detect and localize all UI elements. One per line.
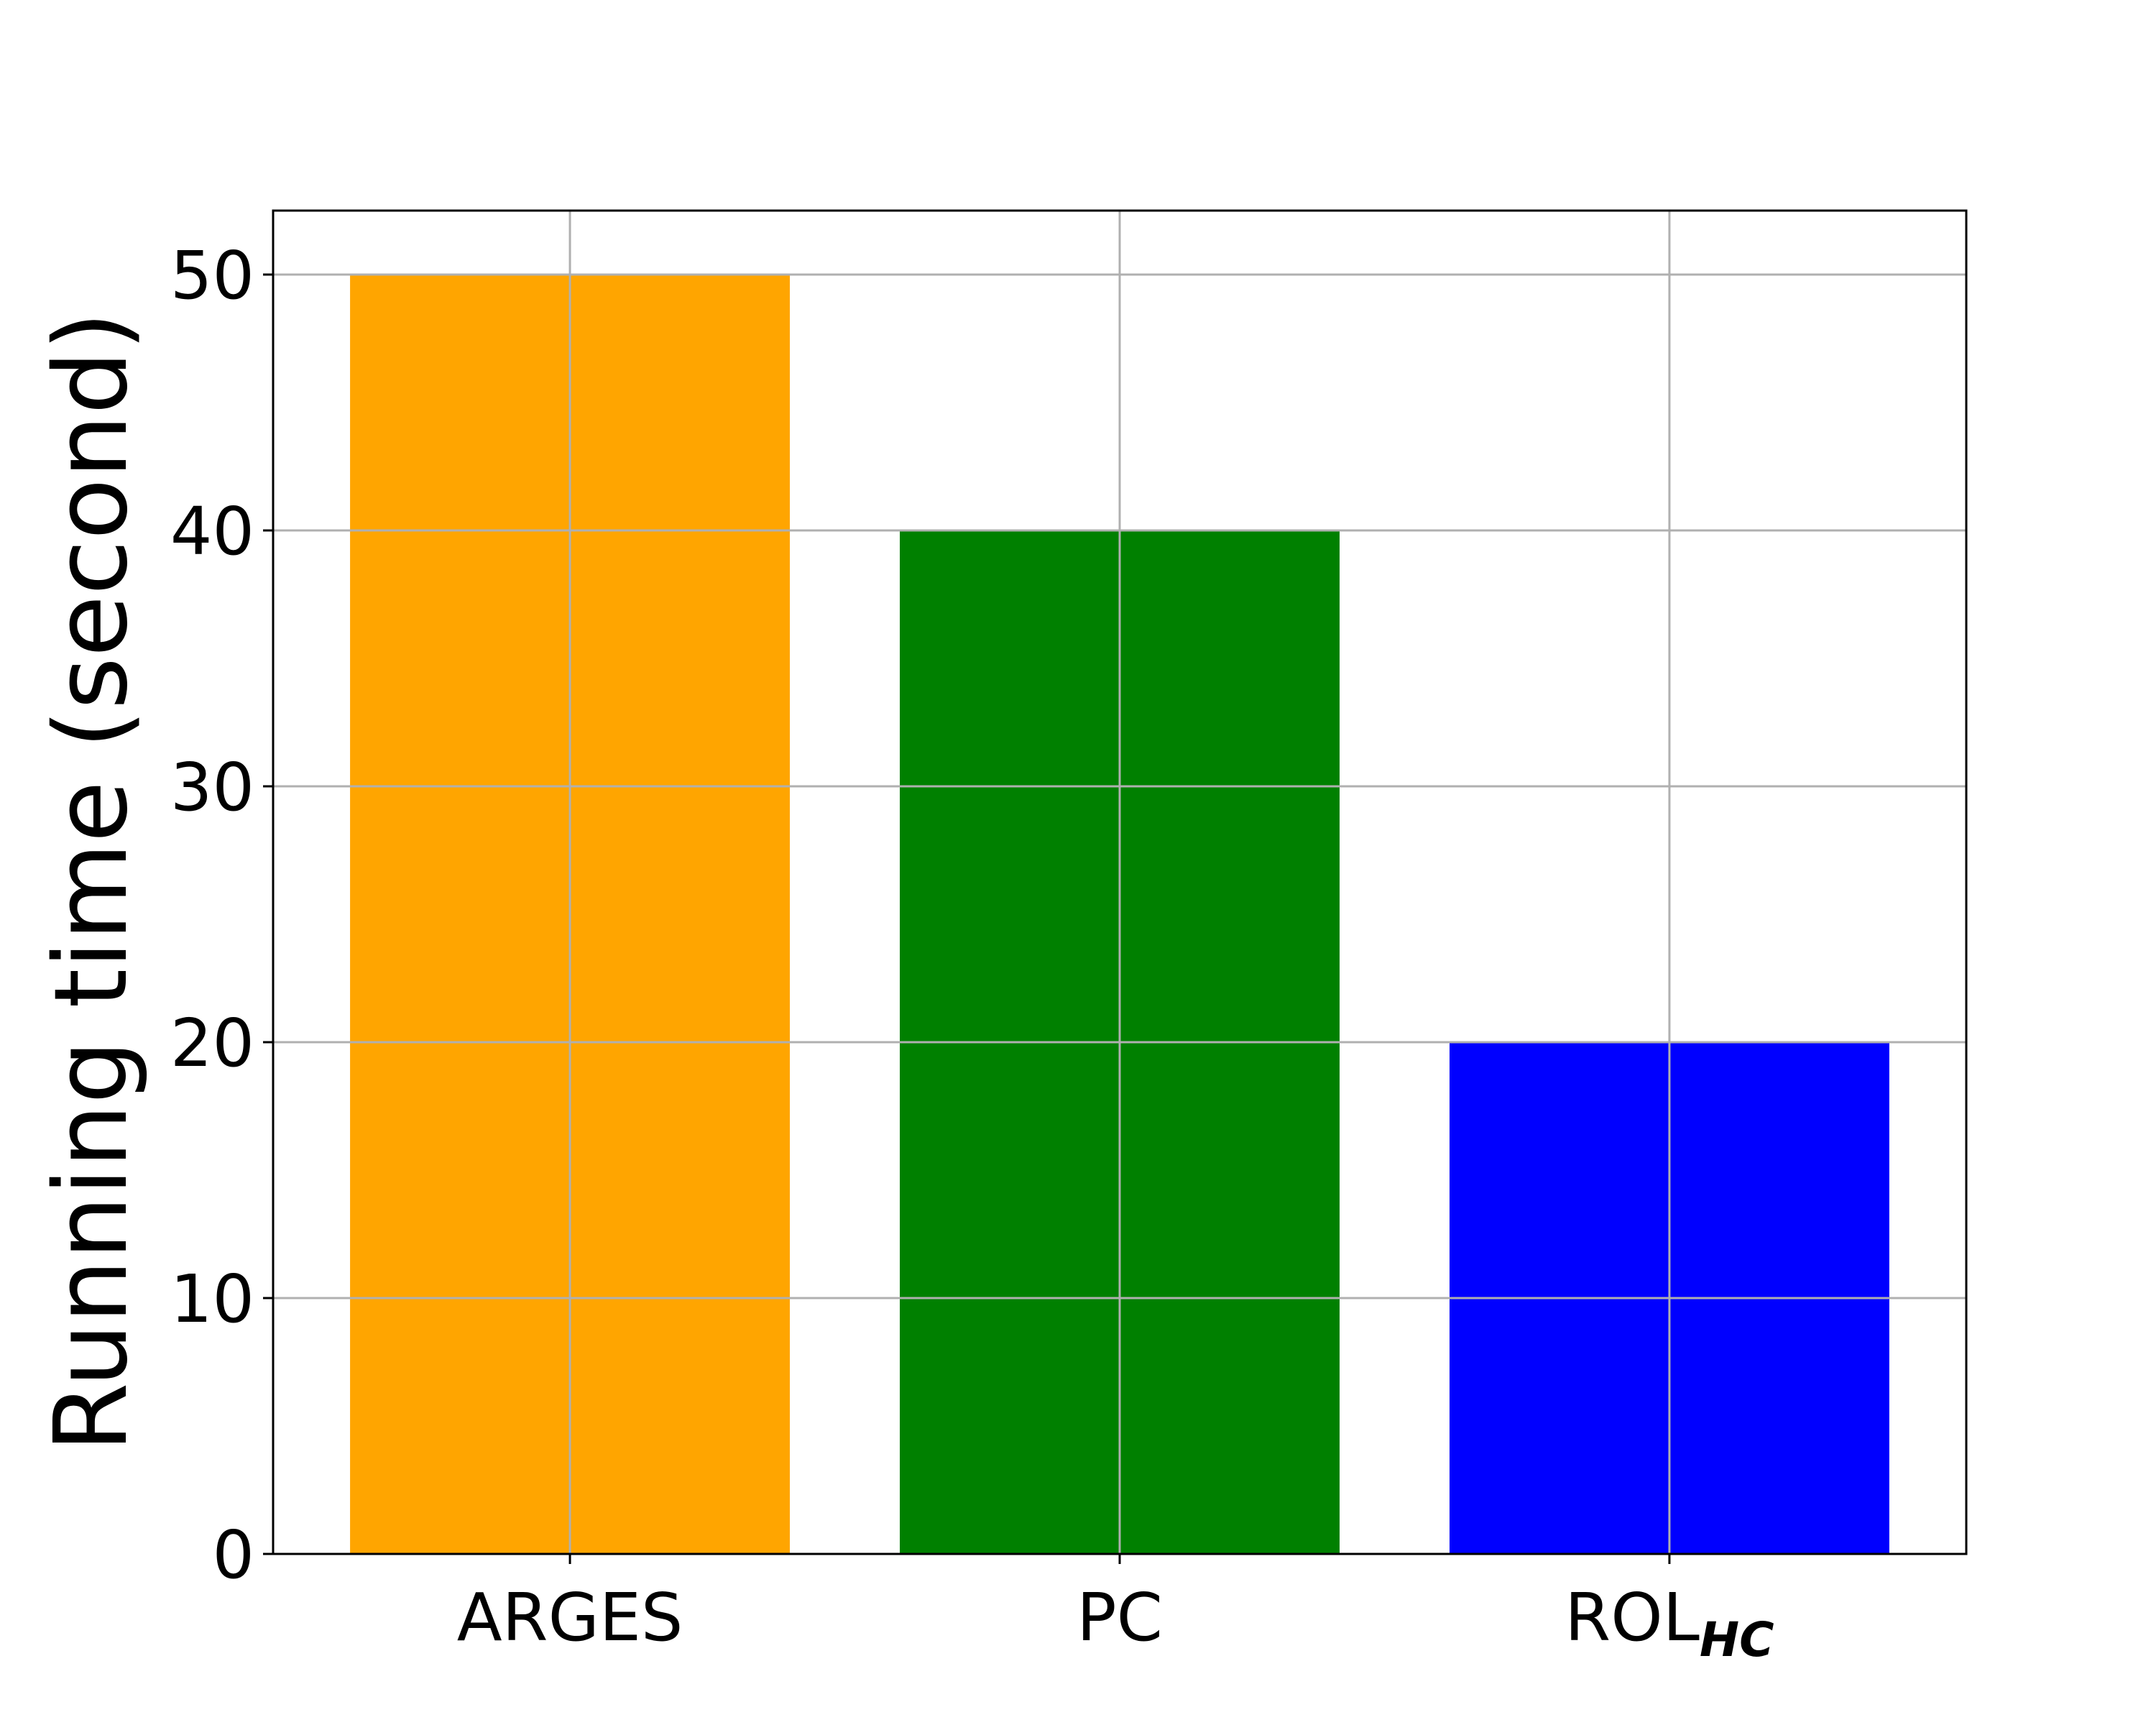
y-tick-label: 20 xyxy=(170,1005,254,1082)
x-tick-label: ROLHC xyxy=(1565,1579,1774,1668)
x-tick-label-main: ROL xyxy=(1565,1579,1700,1656)
y-tick-label: 50 xyxy=(170,237,254,314)
plot-frame xyxy=(272,209,1968,1555)
x-tick-label: PC xyxy=(1077,1579,1163,1656)
y-axis-label: Running time (second) xyxy=(33,311,150,1453)
y-tick-label: 30 xyxy=(170,749,254,826)
y-tick-label: 40 xyxy=(170,493,254,570)
y-tick-label: 10 xyxy=(170,1261,254,1338)
x-tick-label-subscript: HC xyxy=(1700,1612,1774,1668)
y-tick-label: 0 xyxy=(212,1517,254,1593)
x-tick-label: ARGES xyxy=(457,1579,683,1656)
